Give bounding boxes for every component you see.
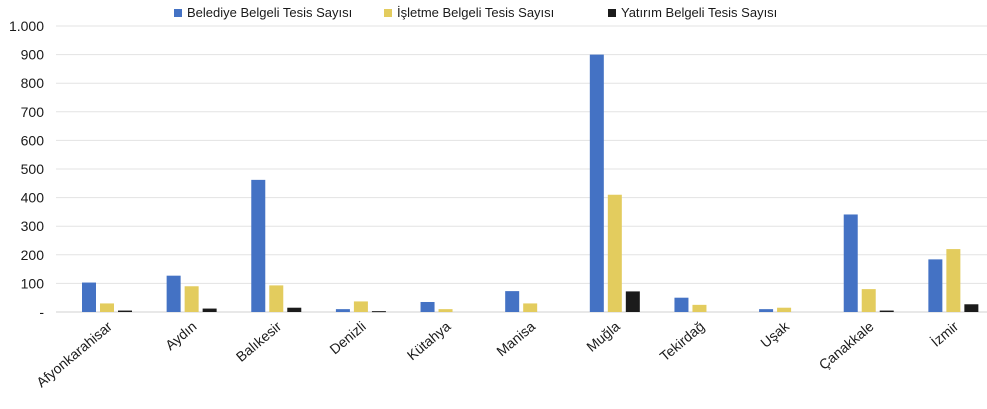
x-tick-label: Tekirdağ (657, 318, 708, 364)
bar (438, 309, 453, 312)
y-tick-label: 400 (21, 190, 45, 206)
bar (184, 286, 199, 312)
x-tick-label: İzmir (927, 317, 961, 350)
y-tick-label: 200 (21, 247, 45, 263)
bar (879, 310, 894, 312)
bar (505, 291, 520, 312)
bar (371, 311, 386, 313)
bar (777, 307, 792, 312)
legend-swatch-yatirim (608, 9, 616, 17)
bar (946, 249, 961, 312)
bar (335, 309, 350, 312)
bar (202, 308, 217, 312)
y-tick-label: 500 (21, 161, 45, 177)
y-tick-label: - (39, 304, 44, 320)
legend-item-isletme: İşletme Belgeli Tesis Sayısı (384, 5, 554, 21)
bar (523, 303, 538, 312)
legend-swatch-belediye (174, 9, 182, 17)
x-tick-label: Aydın (162, 318, 200, 353)
x-tick-label: Kütahya (404, 318, 454, 363)
bar (928, 259, 943, 312)
y-tick-label: 900 (21, 47, 45, 63)
bar (251, 179, 266, 312)
legend-label-isletme: İşletme Belgeli Tesis Sayısı (397, 5, 555, 20)
legend-item-yatirim: Yatırım Belgeli Tesis Sayısı (608, 5, 777, 21)
bar (82, 282, 96, 312)
x-tick-label: Afyonkarahisar (33, 318, 115, 390)
bar (287, 307, 302, 312)
legend-swatch-isletme (384, 9, 392, 17)
bar (166, 275, 181, 312)
chart-legend: Belediye Belgeli Tesis Sayısı İşletme Be… (0, 5, 987, 23)
y-tick-label: 1.000 (9, 18, 44, 34)
x-tick-label: Muğla (583, 318, 623, 355)
x-tick-label: Çanakkale (816, 318, 877, 373)
bar (759, 309, 774, 312)
bar (692, 304, 707, 312)
bar (420, 301, 435, 312)
y-tick-label: 100 (21, 275, 45, 291)
bar (100, 303, 114, 312)
bar (964, 304, 979, 312)
bar (625, 291, 640, 312)
legend-item-belediye: Belediye Belgeli Tesis Sayısı (174, 5, 352, 21)
bar (674, 297, 689, 312)
legend-label-belediye: Belediye Belgeli Tesis Sayısı (187, 5, 353, 20)
y-tick-label: 700 (21, 104, 45, 120)
bar (589, 54, 604, 312)
bar (607, 194, 622, 312)
x-tick-label: Denizli (326, 318, 368, 357)
x-tick-label: Balıkesir (233, 318, 285, 365)
bar (861, 289, 876, 312)
bar (118, 310, 132, 312)
bar (269, 285, 284, 312)
bar (353, 301, 368, 312)
y-tick-label: 600 (21, 132, 45, 148)
legend-label-yatirim: Yatırım Belgeli Tesis Sayısı (621, 5, 778, 20)
x-tick-label: Manisa (493, 318, 538, 359)
bar (843, 214, 858, 312)
x-tick-label: Uşak (757, 317, 792, 350)
y-tick-label: 800 (21, 75, 45, 91)
y-tick-label: 300 (21, 218, 45, 234)
